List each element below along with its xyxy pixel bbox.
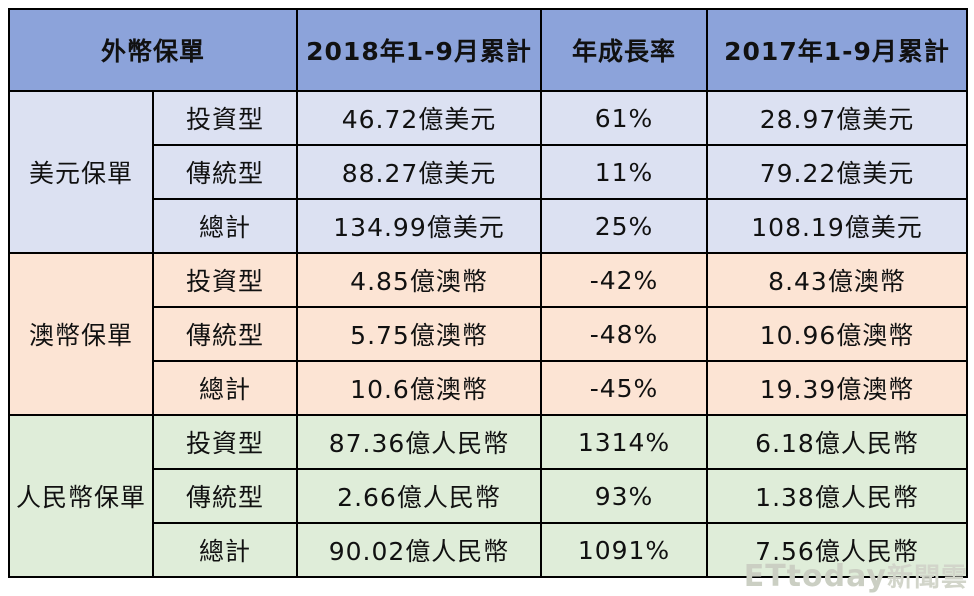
value-2018-cell: 88.27億美元 — [296, 144, 543, 200]
type-cell: 投資型 — [151, 252, 299, 308]
growth-cell: 1314% — [540, 414, 709, 470]
type-cell: 傳統型 — [151, 306, 299, 362]
table-row: 美元保單 投資型 46.72億美元 61% 28.97億美元 — [8, 90, 969, 254]
table-row: 澳幣保單 投資型 4.85億澳幣 -42% 8.43億澳幣 — [8, 252, 969, 416]
growth-cell: -45% — [540, 360, 709, 416]
growth-cell: 11% — [540, 144, 709, 200]
group-label-usd: 美元保單 — [8, 90, 154, 254]
type-cell: 傳統型 — [151, 468, 299, 524]
header-cell-growth: 年成長率 — [540, 8, 709, 92]
header-row: 外幣保單 2018年1-9月累計 年成長率 2017年1-9月累計 — [7, 8, 969, 92]
ettoday-watermark: ETtoday新聞雲 — [744, 557, 968, 594]
value-2017-cell: 7.56億人民幣 — [706, 522, 969, 578]
value-2018-cell: 87.36億人民幣 — [296, 414, 543, 470]
table-row: 傳統型 2.66億人民幣 93% 1.38億人民幣 — [9, 468, 969, 524]
aud-section: 澳幣保單 投資型 4.85億澳幣 -42% 8.43億澳幣 傳統型 5.75億澳… — [8, 252, 969, 416]
growth-cell: -42% — [540, 252, 709, 308]
usd-section: 美元保單 投資型 46.72億美元 61% 28.97億美元 傳統型 88.27… — [8, 90, 969, 254]
value-2018-cell: 2.66億人民幣 — [296, 468, 543, 524]
type-cell: 總計 — [151, 198, 299, 254]
growth-cell: 1091% — [540, 522, 709, 578]
table-header: 外幣保單 2018年1-9月累計 年成長率 2017年1-9月累計 — [7, 8, 969, 92]
group-label-aud: 澳幣保單 — [8, 252, 154, 416]
value-2018-cell: 134.99億美元 — [296, 198, 543, 254]
type-cell: 傳統型 — [151, 144, 299, 200]
value-2017-cell: 28.97億美元 — [706, 90, 969, 146]
growth-cell: 61% — [540, 90, 709, 146]
value-2017-cell: 79.22億美元 — [706, 144, 969, 200]
value-2017-cell: 8.43億澳幣 — [706, 252, 969, 308]
type-cell: 總計 — [151, 360, 299, 416]
rmb-section: 人民幣保單 投資型 87.36億人民幣 1314% 6.18億人民幣 傳統型 2… — [8, 414, 969, 578]
header-cell-group: 外幣保單 — [7, 8, 299, 92]
watermark-suffix-text: 新聞雲 — [886, 563, 968, 593]
value-2017-cell: 6.18億人民幣 — [706, 414, 969, 470]
value-2017-cell: 19.39億澳幣 — [706, 360, 969, 416]
table-row: 總計 10.6億澳幣 -45% 19.39億澳幣 — [9, 360, 969, 416]
table-row: 總計 134.99億美元 25% 108.19億美元 — [9, 198, 969, 254]
type-cell: 總計 — [151, 522, 299, 578]
type-cell: 投資型 — [151, 90, 299, 146]
growth-cell: -48% — [540, 306, 709, 362]
type-cell: 投資型 — [151, 414, 299, 470]
growth-cell: 93% — [540, 468, 709, 524]
value-2018-cell: 46.72億美元 — [296, 90, 543, 146]
table-row: 傳統型 5.75億澳幣 -48% 10.96億澳幣 — [9, 306, 969, 362]
table-row: 人民幣保單 投資型 87.36億人民幣 1314% 6.18億人民幣 — [8, 414, 969, 578]
header-cell-2018: 2018年1-9月累計 — [296, 8, 543, 92]
watermark-brand-text: ETtoday — [743, 559, 887, 594]
fx-policy-table: 外幣保單 2018年1-9月累計 年成長率 2017年1-9月累計 美元保單 投… — [7, 8, 969, 578]
group-label-rmb: 人民幣保單 — [8, 414, 154, 578]
header-cell-2017: 2017年1-9月累計 — [706, 8, 969, 92]
value-2018-cell: 4.85億澳幣 — [296, 252, 543, 308]
value-2017-cell: 10.96億澳幣 — [706, 306, 969, 362]
value-2018-cell: 5.75億澳幣 — [296, 306, 543, 362]
table-row: 總計 90.02億人民幣 1091% 7.56億人民幣 — [9, 522, 969, 578]
value-2017-cell: 1.38億人民幣 — [706, 468, 969, 524]
growth-cell: 25% — [540, 198, 709, 254]
value-2018-cell: 10.6億澳幣 — [296, 360, 543, 416]
table-row: 傳統型 88.27億美元 11% 79.22億美元 — [9, 144, 969, 200]
value-2017-cell: 108.19億美元 — [706, 198, 969, 254]
value-2018-cell: 90.02億人民幣 — [296, 522, 543, 578]
